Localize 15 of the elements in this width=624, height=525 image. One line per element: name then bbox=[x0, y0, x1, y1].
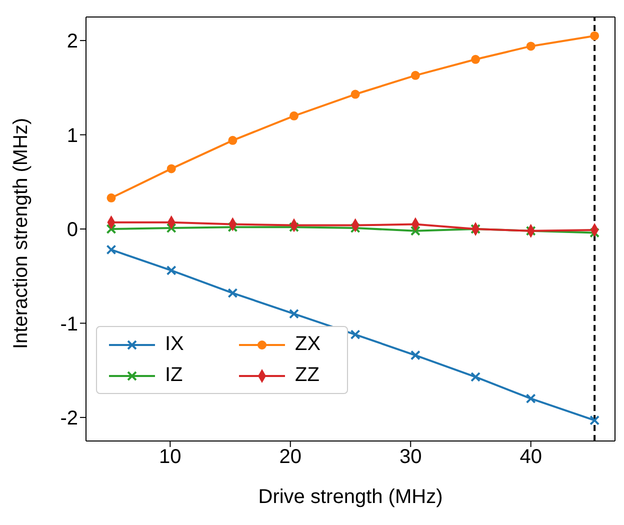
y-tick-label: 0 bbox=[66, 219, 78, 242]
y-tick-label: -1 bbox=[60, 313, 78, 336]
legend-label: ZZ bbox=[295, 364, 320, 387]
x-tick-label: 10 bbox=[159, 446, 182, 468]
y-axis-title: Interaction strength (MHz) bbox=[10, 118, 32, 349]
y-tick-label: -2 bbox=[60, 408, 78, 430]
x-axis-title: Drive strength (MHz) bbox=[258, 486, 443, 508]
x-tick-label: 20 bbox=[279, 446, 302, 468]
legend-label: IX bbox=[165, 333, 184, 356]
y-tick-label: 2 bbox=[66, 30, 78, 53]
legend-label: ZX bbox=[295, 333, 321, 356]
legend-label: IZ bbox=[165, 364, 183, 387]
x-tick-label: 40 bbox=[520, 446, 542, 468]
x-tick-label: 30 bbox=[399, 446, 422, 468]
y-tick-label: 1 bbox=[66, 124, 78, 147]
